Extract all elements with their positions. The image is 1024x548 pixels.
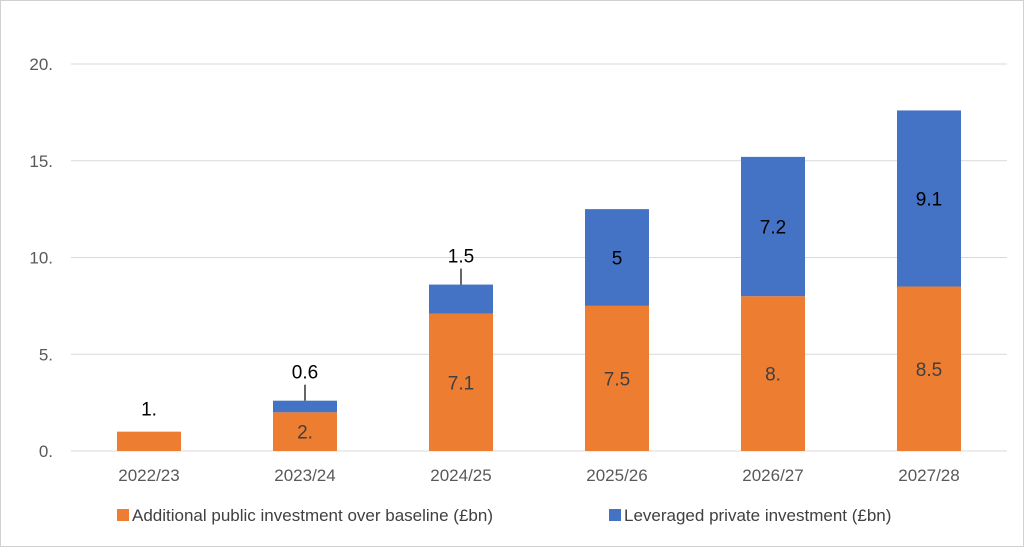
bar-private-investment — [585, 209, 649, 306]
data-label-public: 2. — [297, 423, 313, 444]
y-tick-label: 5. — [39, 345, 53, 364]
legend-label-private: Leveraged private investment (£bn) — [624, 506, 891, 525]
data-label-private: 1.5 — [448, 247, 474, 268]
x-tick-label: 2023/24 — [274, 466, 335, 485]
y-axis: 0. 5. 10. 15. 20. — [29, 55, 53, 461]
legend-swatch-public — [117, 509, 129, 521]
bar-public-investment — [273, 412, 337, 451]
x-tick-label: 2025/26 — [586, 466, 647, 485]
x-tick-label: 2027/28 — [898, 466, 959, 485]
bars — [117, 110, 961, 451]
bar-public-investment — [741, 296, 805, 451]
y-tick-label: 20. — [29, 55, 53, 74]
gridlines — [71, 63, 1007, 452]
data-label-private: 0.6 — [292, 363, 318, 384]
data-label-private: 5 — [612, 249, 623, 270]
data-label-private: 7.2 — [760, 218, 786, 239]
bar-private-investment — [897, 110, 961, 287]
legend-label-public: Additional public investment over baseli… — [132, 506, 493, 525]
data-label-private: 9.1 — [916, 189, 942, 210]
y-tick-label: 15. — [29, 152, 53, 171]
x-axis: 2022/23 2023/24 2024/25 2025/26 2026/27 2027/… — [118, 466, 959, 485]
bar-public-investment — [897, 286, 961, 451]
legend: Additional public investment over baseli… — [117, 506, 891, 525]
data-label-public: 7.5 — [604, 369, 630, 390]
x-tick-label: 2026/27 — [742, 466, 803, 485]
bar-public-investment — [429, 313, 493, 451]
bar-private-investment — [429, 284, 493, 314]
data-label-public: 8. — [765, 365, 781, 386]
y-tick-label: 10. — [29, 249, 53, 268]
bar-public-investment — [585, 305, 649, 451]
x-tick-label: 2024/25 — [430, 466, 491, 485]
bar-private-investment — [741, 156, 805, 297]
x-tick-label: 2022/23 — [118, 466, 179, 485]
data-label-public: 1. — [141, 400, 157, 421]
bar-private-investment — [273, 400, 337, 413]
bar-public-investment — [117, 431, 181, 451]
y-tick-label: 0. — [39, 442, 53, 461]
data-label-public: 8.5 — [916, 360, 942, 381]
data-label-public: 7.1 — [448, 373, 474, 394]
legend-swatch-private — [609, 509, 621, 521]
data-labels: 1. 2. 0.6 7.1 1.5 7.5 5 8. 7.2 8.5 9.1 — [141, 189, 942, 443]
